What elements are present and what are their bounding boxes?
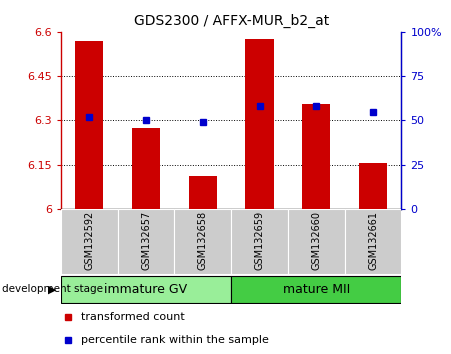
Text: GSM132658: GSM132658 [198, 211, 208, 270]
Bar [61, 276, 231, 303]
Bar [61, 209, 118, 274]
Bar [175, 209, 231, 274]
Bar [359, 163, 387, 209]
Bar [245, 39, 274, 209]
Text: development stage: development stage [2, 284, 103, 295]
Bar [75, 41, 103, 209]
Bar [189, 176, 217, 209]
Text: GSM132661: GSM132661 [368, 211, 378, 270]
Text: immature GV: immature GV [105, 283, 188, 296]
Text: ▶: ▶ [48, 284, 56, 295]
Text: GSM132592: GSM132592 [84, 211, 94, 270]
Text: mature MII: mature MII [283, 283, 350, 296]
Bar [231, 209, 288, 274]
Bar [118, 209, 175, 274]
Text: percentile rank within the sample: percentile rank within the sample [81, 335, 269, 346]
Title: GDS2300 / AFFX-MUR_b2_at: GDS2300 / AFFX-MUR_b2_at [133, 14, 329, 28]
Text: GSM132660: GSM132660 [311, 211, 321, 270]
Bar [231, 276, 401, 303]
Bar [132, 128, 160, 209]
Text: transformed count: transformed count [81, 312, 185, 322]
Bar [288, 209, 345, 274]
Bar [345, 209, 401, 274]
Text: GSM132657: GSM132657 [141, 211, 151, 270]
Text: GSM132659: GSM132659 [254, 211, 265, 270]
Bar [302, 104, 331, 209]
